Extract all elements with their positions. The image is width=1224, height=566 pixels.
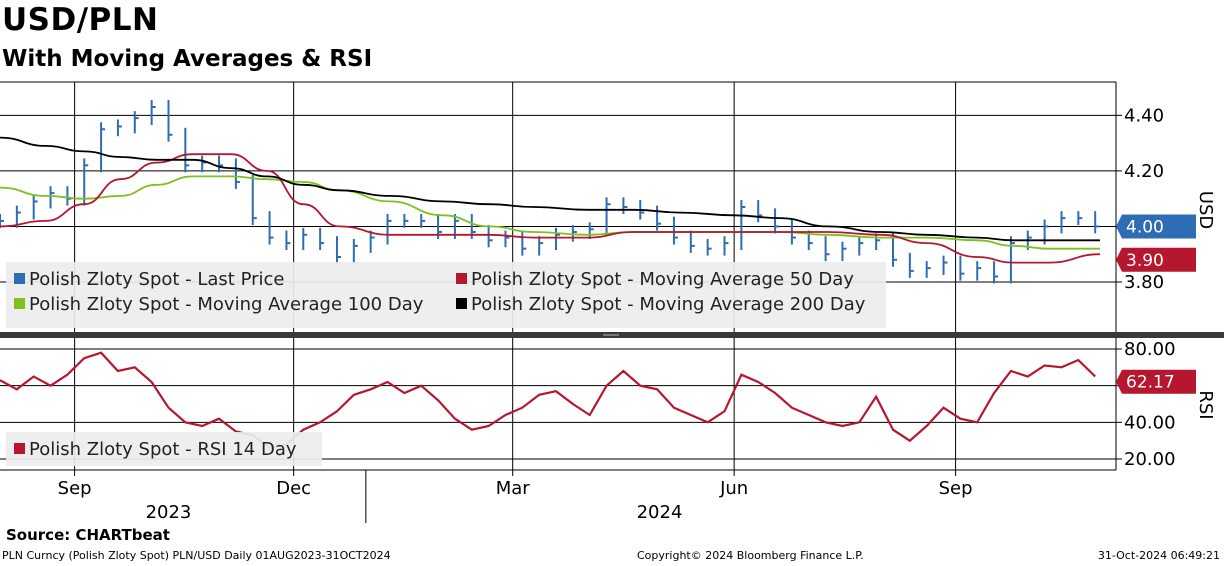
rsi-badge: 62.17 — [1116, 369, 1196, 394]
ma50-badge-text: 3.90 — [1126, 251, 1164, 271]
legend-item-ma100-label: Polish Zloty Spot - Moving Average 100 D… — [29, 294, 424, 315]
last-price-badge-text: 4.00 — [1126, 217, 1164, 237]
last-price-badge: 4.00 — [1116, 214, 1196, 239]
legend-item-rsi-swatch — [14, 443, 25, 454]
price-legend-bg — [6, 262, 886, 328]
x-tick-label: Dec — [276, 478, 311, 499]
last-price-badge-shape — [1116, 214, 1196, 239]
rsi-line — [0, 351, 1096, 450]
x-tick-label: Sep — [939, 478, 973, 499]
price-y-tick-label: 3.80 — [1124, 272, 1164, 293]
rsi-badge-text: 62.17 — [1126, 373, 1175, 393]
x-tick-label: Sep — [58, 478, 92, 499]
rsi-legend: Polish Zloty Spot - RSI 14 Day — [6, 432, 322, 466]
ma50-badge-shape — [1116, 247, 1196, 272]
price-axis-title: USD — [1195, 191, 1216, 229]
legend-item-ma50-label: Polish Zloty Spot - Moving Average 50 Da… — [471, 269, 854, 290]
legend-item-ma100-swatch — [14, 298, 25, 309]
legend-item-ma200-label: Polish Zloty Spot - Moving Average 200 D… — [471, 294, 866, 315]
legend-item-rsi-label: Polish Zloty Spot - RSI 14 Day — [29, 439, 297, 460]
legend-item-last-price-label: Polish Zloty Spot - Last Price — [29, 269, 285, 290]
chart-title: USD/PLN — [2, 2, 159, 38]
footer-ticker-info: PLN Curncy (Polish Zloty Spot) PLN/USD D… — [2, 549, 391, 562]
rsi-y-tick-label: 80.00 — [1124, 339, 1176, 360]
footer-copyright: Copyright© 2024 Bloomberg Finance L.P. — [637, 549, 864, 562]
price-y-tick-label: 4.20 — [1124, 161, 1164, 182]
price-legend: Polish Zloty Spot - Last Price Polish Zlo… — [6, 262, 886, 328]
ma200-line — [0, 136, 1100, 242]
rsi-badge-shape — [1116, 369, 1196, 394]
x-tick-label: Mar — [496, 478, 531, 499]
x-tick-label: Jun — [719, 478, 748, 499]
rsi-legend-bg — [6, 432, 322, 466]
year-label: 2024 — [637, 502, 683, 523]
axis-layer: Sep Dec Mar Jun Sep 3.80 4.00 4.20 4.40 20.00 40.0… — [0, 82, 1216, 523]
ma50-badge: 3.90 — [1116, 247, 1196, 272]
source-note: Source: CHARTbeat — [6, 526, 170, 544]
rsi-y-tick-label: 20.00 — [1124, 449, 1176, 470]
ma50-line — [0, 153, 1101, 264]
legend-item-last-price-swatch — [14, 273, 25, 284]
year-label: 2023 — [146, 502, 192, 523]
legend-layer: Polish Zloty Spot - Last Price Polish Zlo… — [6, 262, 886, 466]
ma100-line — [0, 175, 1100, 250]
rsi-y-tick-label: 40.00 — [1124, 412, 1176, 433]
rsi-axis-title: RSI — [1195, 390, 1216, 419]
footer-timestamp: 31-Oct-2024 06:49:21 — [1097, 549, 1220, 562]
legend-item-ma200-swatch — [456, 298, 467, 309]
series-layer — [0, 100, 1101, 450]
price-y-tick-label: 4.40 — [1124, 105, 1164, 126]
chart-subtitle: With Moving Averages & RSI — [2, 46, 373, 72]
legend-item-ma50-swatch — [456, 273, 467, 284]
